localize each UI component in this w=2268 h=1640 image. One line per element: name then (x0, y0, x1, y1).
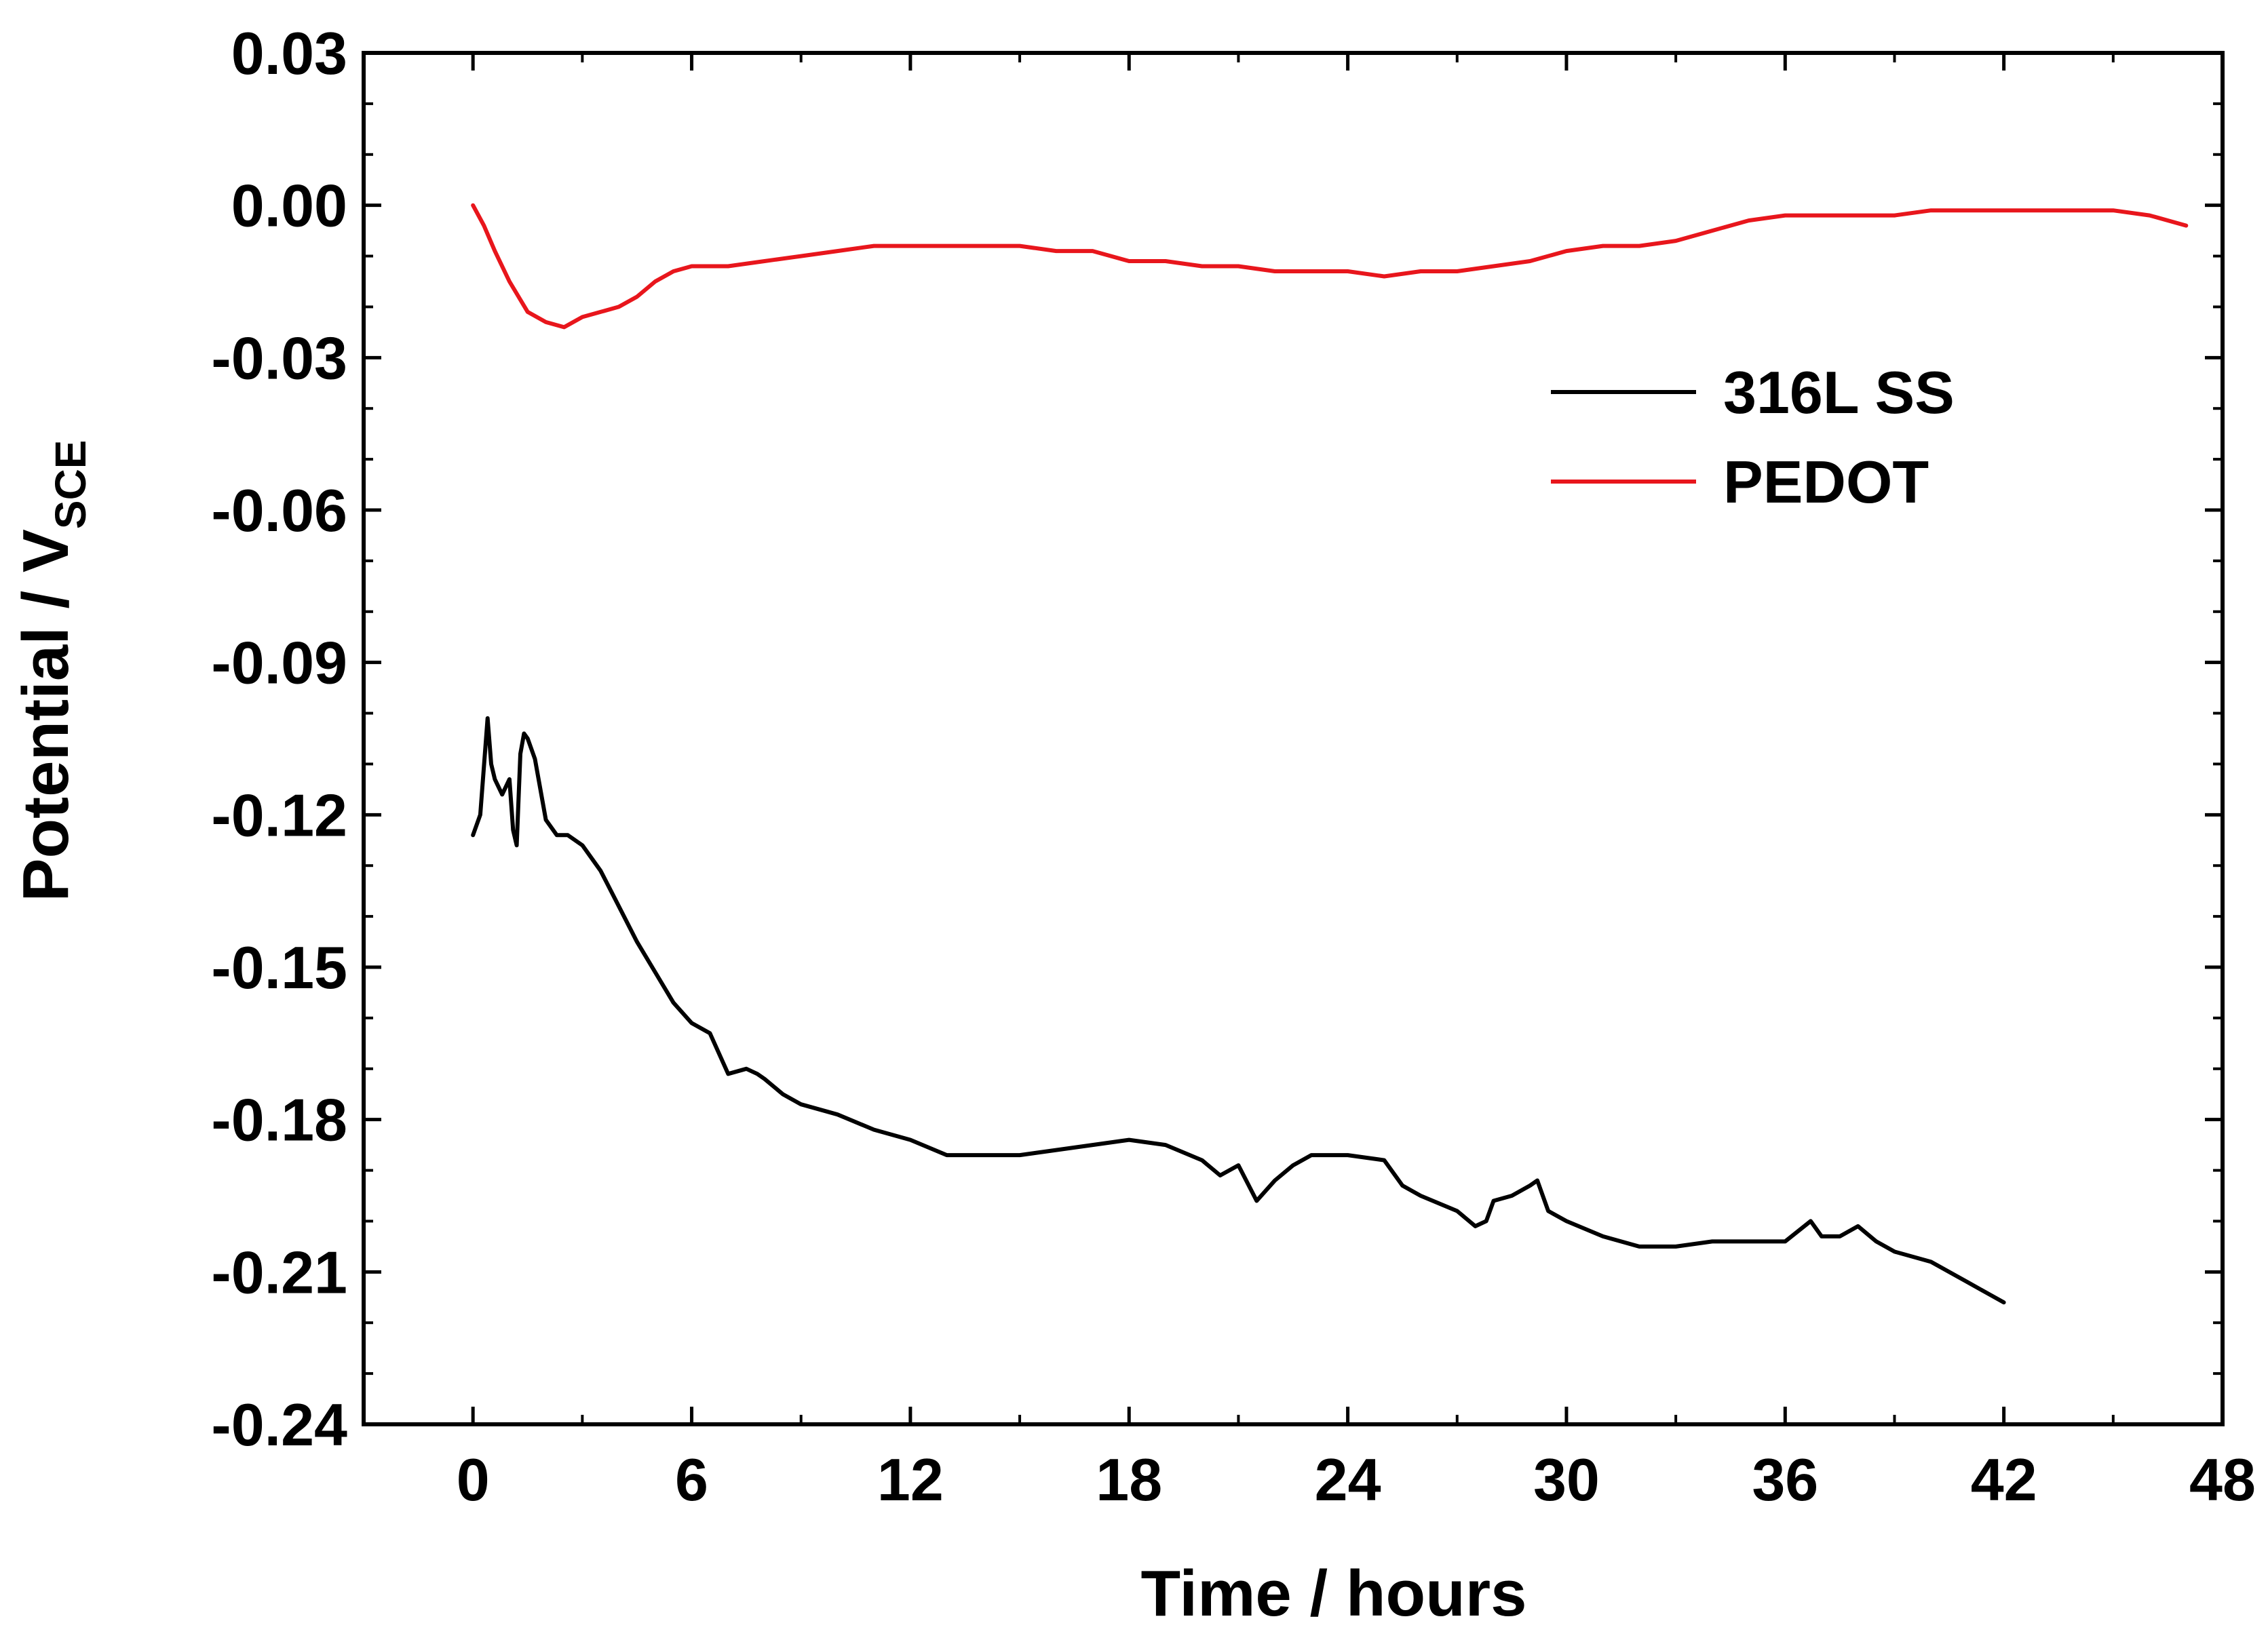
y-axis-title-main: Potential / V (9, 529, 82, 901)
axis-ticks (364, 51, 2225, 1426)
y-tick-label: 0.03 (231, 20, 347, 87)
y-tick-label: -0.15 (211, 934, 347, 1001)
tick-labels: 0 6 12 18 24 30 36 42 48 0.03 0.00 -0.03 -0.06 -0.09 -… (211, 20, 2256, 1513)
x-tick-label: 48 (2189, 1446, 2256, 1513)
legend-label-pedot: PEDOT (1723, 448, 1929, 515)
y-tick-label: -0.18 (211, 1087, 347, 1154)
x-tick-label: 42 (1971, 1446, 2037, 1513)
x-tick-label: 0 (457, 1446, 490, 1513)
series-line-316l-ss (471, 716, 2006, 1305)
x-tick-label: 12 (877, 1446, 944, 1513)
x-tick-label: 6 (675, 1446, 708, 1513)
x-tick-label: 30 (1533, 1446, 1600, 1513)
y-axis-title: Potential / VSCE (9, 440, 95, 901)
legend-label-316l-ss: 316L SS (1723, 359, 1955, 426)
y-tick-label: -0.09 (211, 629, 347, 697)
x-tick-label: 18 (1096, 1446, 1162, 1513)
x-axis-title: Time / hours (1140, 1557, 1526, 1630)
y-tick-label: -0.24 (211, 1391, 347, 1458)
y-tick-label: -0.12 (211, 781, 347, 848)
y-tick-label: -0.21 (211, 1238, 347, 1306)
y-tick-label: 0.00 (231, 172, 347, 239)
x-tick-label: 24 (1315, 1446, 1381, 1513)
x-tick-label: 36 (1752, 1446, 1818, 1513)
y-tick-label: -0.03 (211, 324, 347, 391)
y-axis-title-subscript: SCE (46, 440, 95, 529)
plot-area (362, 51, 2225, 1426)
series-line-pedot (471, 203, 2189, 330)
series-lines (471, 203, 2189, 1305)
plot-frame (362, 51, 2225, 1426)
legend: 316L SS PEDOT (1551, 359, 1955, 515)
y-tick-label: -0.06 (211, 477, 347, 544)
